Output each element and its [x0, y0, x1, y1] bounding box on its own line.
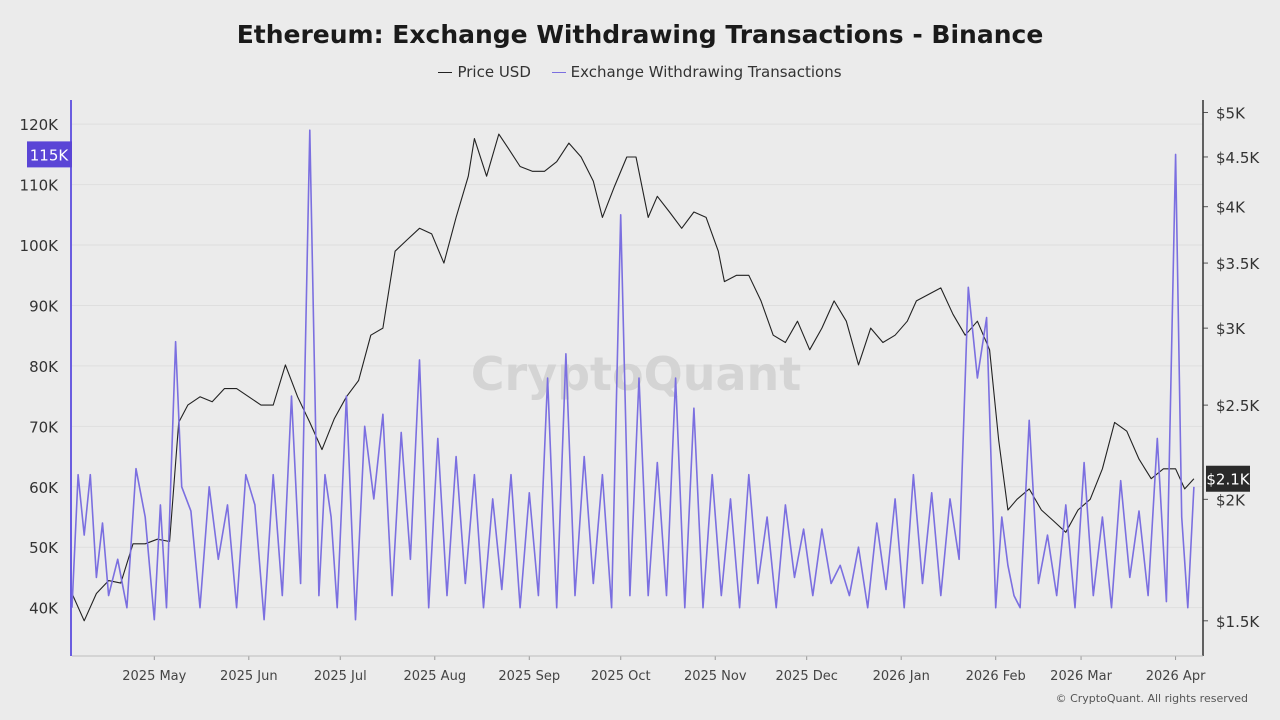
- left-tick-label: 50K: [29, 539, 59, 557]
- right-current-value-label: $2.1K: [1206, 471, 1250, 489]
- chart-title: Ethereum: Exchange Withdrawing Transacti…: [236, 20, 1044, 49]
- left-tick-label: 40K: [29, 600, 59, 618]
- copyright: © CryptoQuant. All rights reserved: [1055, 692, 1248, 705]
- left-tick-label: 60K: [29, 479, 59, 497]
- legend-item-price[interactable]: Price USD: [438, 63, 535, 81]
- left-current-value-box: [27, 141, 72, 168]
- x-tick-label: 2025 Aug: [403, 669, 466, 684]
- legend-label-withdrawals: Exchange Withdrawing Transactions: [570, 63, 842, 81]
- x-tick-label: 2026 Mar: [1050, 669, 1112, 684]
- x-tick-label: 2025 Dec: [776, 669, 838, 684]
- x-tick-label: 2025 May: [122, 669, 186, 684]
- right-tick-label: $3.5K: [1216, 255, 1260, 273]
- legend-label-price: Price USD: [457, 63, 531, 81]
- right-tick-label: $5K: [1216, 104, 1246, 122]
- left-tick-label: 80K: [29, 358, 59, 376]
- legend: Price USD Exchange Withdrawing Transacti…: [0, 63, 1280, 81]
- right-tick-label: $4K: [1216, 199, 1246, 217]
- x-tick-label: 2025 Sep: [498, 669, 560, 684]
- right-tick-label: $2.5K: [1216, 397, 1260, 415]
- left-tick-label: 120K: [20, 116, 60, 134]
- grid-layer: [72, 123, 1203, 609]
- right-current-value-box: [1206, 465, 1250, 492]
- x-tick-label: 2025 Nov: [684, 669, 747, 684]
- right-tick-label: $2K: [1216, 491, 1246, 509]
- right-tick-label: $4.5K: [1216, 149, 1260, 167]
- x-tick-label: 2025 Jul: [314, 669, 367, 684]
- price-usd-line: [71, 133, 1195, 622]
- x-tick-label: 2025 Jun: [220, 669, 278, 684]
- right-tick-label: $1.5K: [1216, 613, 1260, 631]
- left-tick-label: 100K: [20, 237, 60, 255]
- axis-layer: 40K 50K 60K 70K 80K 90K 100K 110K 120K $1.5K $2K $2…: [20, 100, 1260, 684]
- x-tick-label: 2026 Feb: [966, 669, 1026, 684]
- series-layer: [71, 129, 1195, 622]
- exchange-withdrawing-transactions-line: [71, 129, 1195, 621]
- left-tick-label: 110K: [20, 177, 60, 195]
- x-tick-label: 2025 Oct: [591, 669, 651, 684]
- right-tick-label: $3K: [1216, 320, 1246, 338]
- legend-swatch-price: [438, 72, 453, 73]
- watermark: CryptoQuant: [471, 347, 802, 401]
- legend-item-withdrawals[interactable]: Exchange Withdrawing Transactions: [551, 63, 842, 81]
- x-tick-label: 2026 Apr: [1146, 669, 1206, 684]
- legend-swatch-withdrawals: [551, 72, 566, 73]
- left-tick-label: 70K: [29, 418, 59, 436]
- left-current-value-label: 115K: [30, 146, 70, 164]
- left-tick-label: 90K: [29, 297, 59, 315]
- x-tick-label: 2026 Jan: [873, 669, 930, 684]
